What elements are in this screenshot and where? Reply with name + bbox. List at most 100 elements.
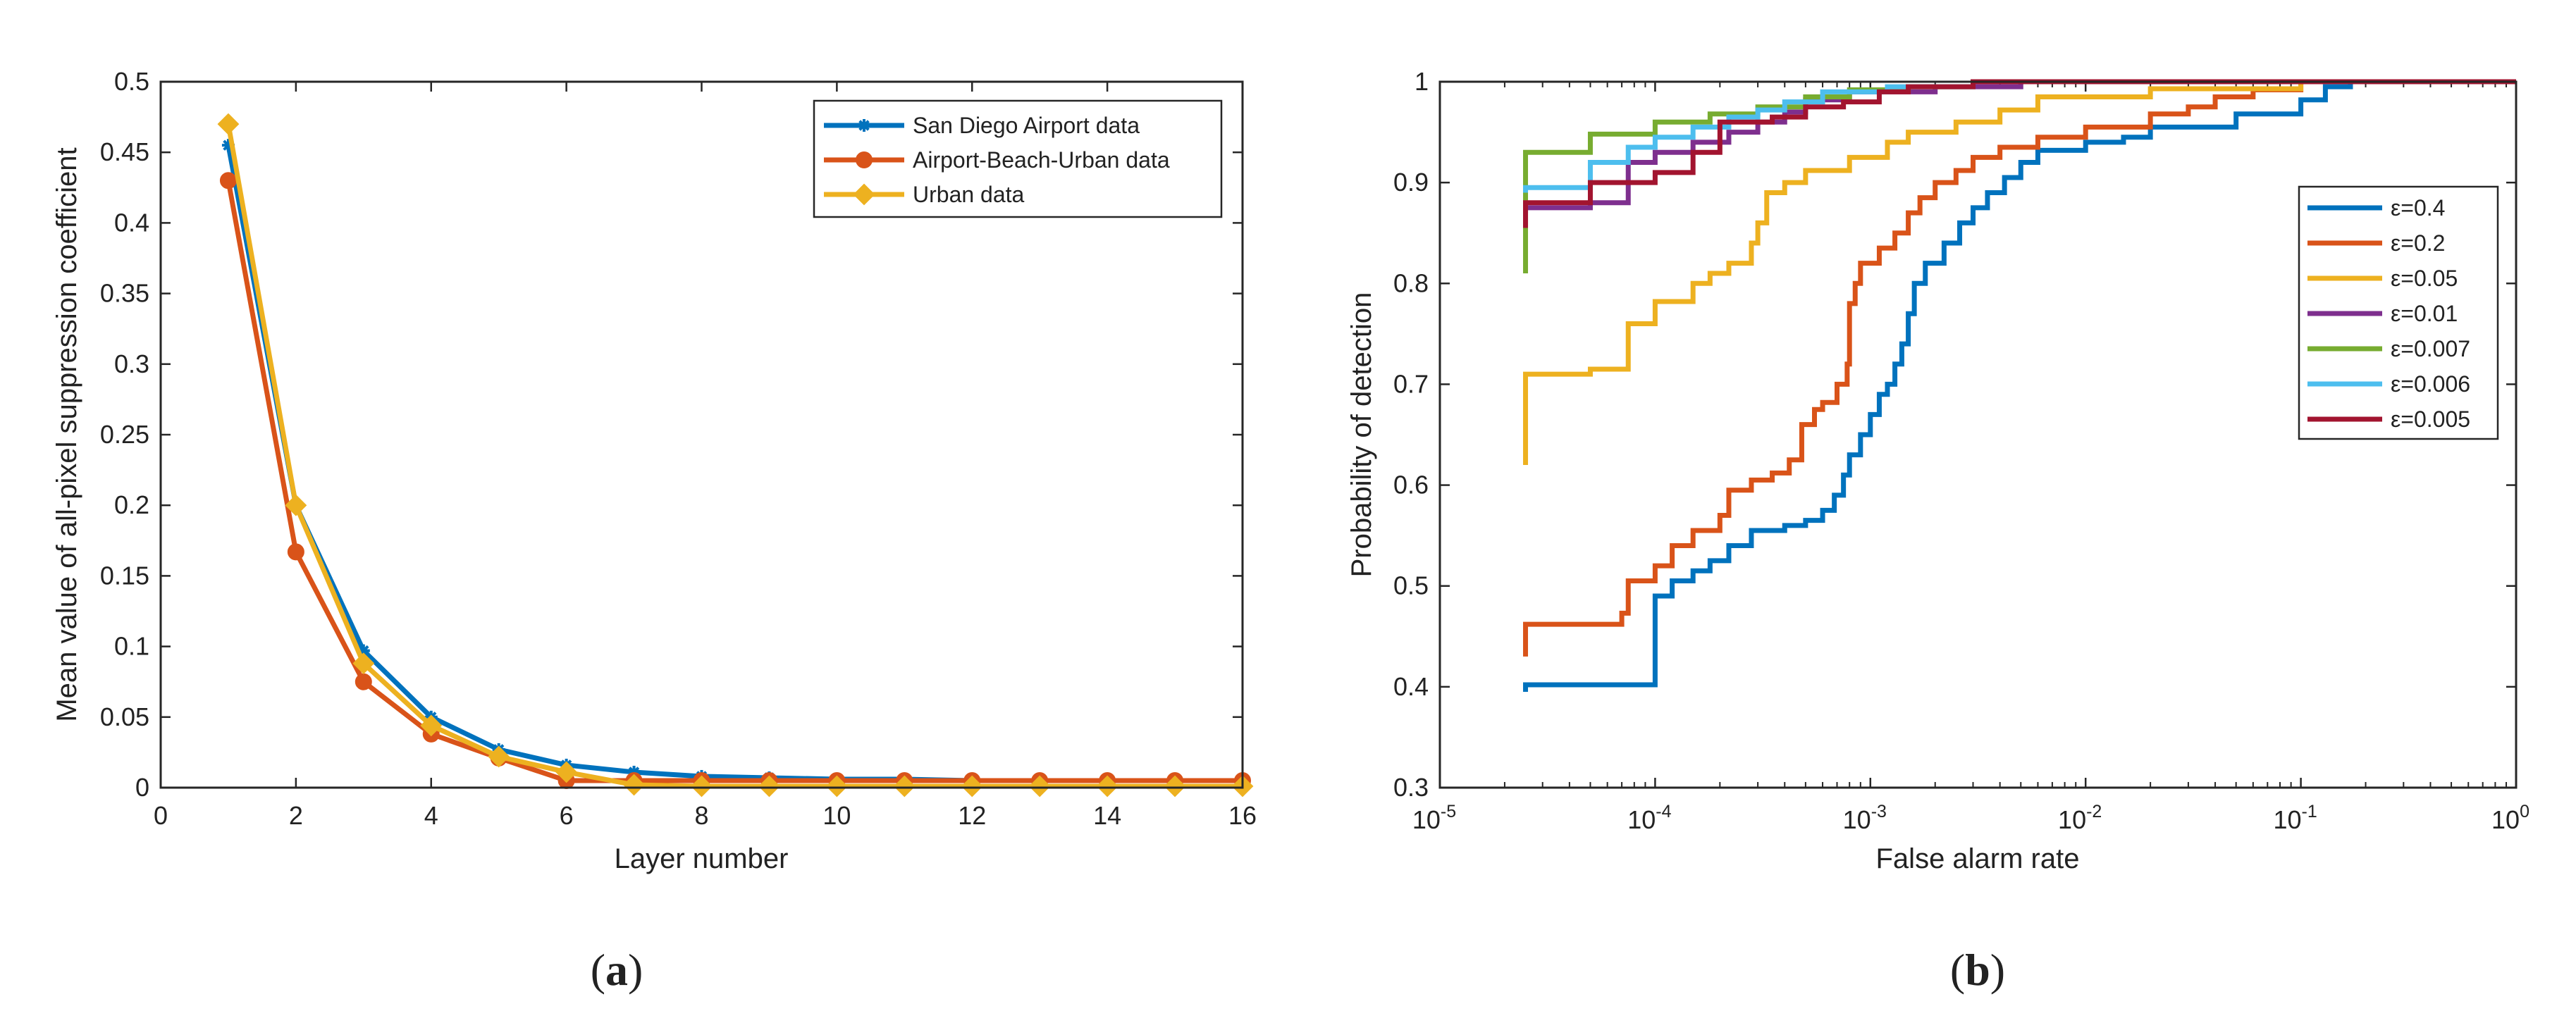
point-a-urban-data-4 bbox=[420, 714, 443, 737]
x-tick-label-b-base-5: 10 bbox=[2491, 805, 2520, 834]
point-a-urban-data-12 bbox=[961, 775, 983, 798]
x-tick-label-b-exp-5: 0 bbox=[2520, 802, 2529, 821]
y-tick-label-a-0-35: 0.35 bbox=[100, 279, 149, 308]
point-a-urban-data-1 bbox=[217, 113, 240, 135]
legend-entry-a-urban-data: Urban data bbox=[824, 182, 1025, 207]
y-tick-label-b-0-8: 0.8 bbox=[1393, 268, 1429, 297]
y-tick-label-b-1: 1 bbox=[1415, 67, 1429, 96]
legend-entry-b-5: ε=0.006 bbox=[2307, 371, 2470, 397]
point-a-urban-data-8 bbox=[691, 775, 713, 798]
legend-label-b-6: ε=0.005 bbox=[2391, 407, 2470, 432]
point-a-urban-data-13 bbox=[1028, 775, 1051, 798]
x-tick-label-a-10: 10 bbox=[822, 801, 851, 830]
x-axis-label-a: Layer number bbox=[615, 843, 789, 874]
y-tick-label-b-0-7: 0.7 bbox=[1393, 369, 1429, 398]
x-tick-label-b-exp-4: -1 bbox=[2302, 802, 2317, 821]
y-tick-label-a-0: 0 bbox=[135, 773, 149, 802]
legend-label-b-4: ε=0.007 bbox=[2391, 336, 2470, 361]
point-a-airport-beach-urban-data-3 bbox=[355, 673, 372, 690]
point-a-urban-data-9 bbox=[758, 775, 780, 798]
legend-label-b-1: ε=0.2 bbox=[2391, 230, 2445, 256]
point-a-urban-data-7 bbox=[623, 774, 645, 796]
legend-entry-b-3: ε=0.01 bbox=[2307, 301, 2458, 326]
legend-marker-a-san-diego-airport-data-stroke-3 bbox=[858, 120, 870, 131]
x-tick-label-b-0: 10-5 bbox=[1412, 802, 1456, 834]
roc-line-b-0 bbox=[1523, 79, 2516, 693]
axes-box-a bbox=[159, 80, 1244, 789]
legend-label-a-san-diego-airport-data: San Diego Airport data bbox=[913, 113, 1140, 138]
y-tick-label-a-0-4: 0.4 bbox=[114, 208, 149, 237]
y-axis-label-b: Probability of detection bbox=[1346, 292, 1377, 578]
point-a-airport-beach-urban-data-2 bbox=[287, 543, 304, 561]
legend-label-b-5: ε=0.006 bbox=[2391, 371, 2470, 397]
y-tick-label-a-0-15: 0.15 bbox=[100, 561, 149, 590]
legend-entry-b-6: ε=0.005 bbox=[2307, 407, 2470, 432]
panel-a: 0 2 4 6 8 10 12 14 16 0 0.05 0.1 0.15 0.2 0.25 0.3 0.35 0… bbox=[51, 67, 1257, 995]
point-a-urban-data-14 bbox=[1096, 775, 1118, 798]
legend-box-b bbox=[2298, 185, 2499, 440]
x-tick-label-b-2: 10-3 bbox=[1843, 802, 1887, 834]
x-axis-label-b: False alarm rate bbox=[1876, 843, 2080, 874]
y-tick-label-b-0-3: 0.3 bbox=[1393, 773, 1429, 802]
axes-box-b bbox=[1438, 80, 2518, 789]
a-series bbox=[217, 113, 1254, 798]
legend-entry-a-airport-beach-urban-data: Airport-Beach-Urban data bbox=[824, 147, 1170, 173]
x-tick-label-b-exp-0: -5 bbox=[1441, 802, 1456, 821]
y-tick-label-b-0-5: 0.5 bbox=[1393, 571, 1429, 600]
x-tick-label-a-4: 4 bbox=[424, 801, 438, 830]
y-tick-label-a-0-5: 0.5 bbox=[114, 67, 149, 96]
x-tick-label-b-exp-2: -3 bbox=[1871, 802, 1887, 821]
x-tick-label-a-6: 6 bbox=[560, 801, 574, 830]
legend-label-b-0: ε=0.4 bbox=[2391, 195, 2445, 221]
roc-line-b-3 bbox=[1523, 79, 2516, 213]
point-a-urban-data-11 bbox=[893, 775, 916, 798]
legend-entry-a-san-diego-airport-data: San Diego Airport data bbox=[824, 113, 1140, 138]
legend-label-a-urban-data: Urban data bbox=[913, 182, 1025, 207]
x-tick-label-a-14: 14 bbox=[1093, 801, 1121, 830]
legend-label-b-3: ε=0.01 bbox=[2391, 301, 2458, 326]
panel-label-b: (b) bbox=[1950, 945, 2005, 995]
y-tick-label-b-0-6: 0.6 bbox=[1393, 471, 1429, 500]
y-tick-label-a-0-25: 0.25 bbox=[100, 420, 149, 449]
x-tick-label-a-8: 8 bbox=[694, 801, 708, 830]
series-a-urban-data bbox=[217, 113, 1254, 798]
point-a-urban-data-2 bbox=[285, 494, 307, 516]
legend-entry-b-0: ε=0.4 bbox=[2307, 195, 2445, 221]
y-tick-label-b-0-9: 0.9 bbox=[1393, 168, 1429, 197]
legend-entry-b-1: ε=0.2 bbox=[2307, 230, 2445, 256]
x-tick-label-b-1: 10-4 bbox=[1627, 802, 1671, 834]
roc-line-b-6 bbox=[1523, 79, 2516, 228]
b-ticks: 10-5 10-4 10-3 10-2 10-1 1000.30.40.50.60.70.… bbox=[1393, 67, 2529, 834]
x-tick-label-b-base-3: 10 bbox=[2058, 805, 2086, 834]
x-tick-label-a-0: 0 bbox=[154, 801, 168, 830]
y-tick-label-a-0-2: 0.2 bbox=[114, 490, 149, 519]
panel-label-a-letter: a bbox=[605, 945, 628, 995]
panel-b: 10-5 10-4 10-3 10-2 10-1 1000.30.40.50.60.70.… bbox=[1346, 67, 2529, 995]
y-axis-label-a: Mean value of all-pixel suppression coef… bbox=[51, 147, 82, 721]
x-tick-label-a-16: 16 bbox=[1228, 801, 1257, 830]
y-tick-label-a-0-3: 0.3 bbox=[114, 349, 149, 378]
y-tick-label-b-0-4: 0.4 bbox=[1393, 672, 1429, 701]
line-a-airport-beach-urban-data bbox=[226, 180, 1243, 783]
legend-b: ε=0.4 ε=0.2 ε=0.05 ε=0.01 ε=0.007 ε=0.006 ε=0.… bbox=[2298, 185, 2499, 440]
x-tick-label-b-3: 10-2 bbox=[2058, 802, 2102, 834]
point-a-urban-data-5 bbox=[488, 745, 510, 768]
legend-entry-b-2: ε=0.05 bbox=[2307, 266, 2458, 291]
x-tick-label-b-base-0: 10 bbox=[1412, 805, 1441, 834]
legend-marker-a-san-diego-airport-data bbox=[858, 119, 870, 132]
b-series bbox=[1523, 79, 2516, 693]
point-a-urban-data-15 bbox=[1164, 775, 1186, 798]
legend-entry-b-4: ε=0.007 bbox=[2307, 336, 2470, 361]
point-a-urban-data-3 bbox=[352, 652, 375, 675]
x-tick-label-a-2: 2 bbox=[289, 801, 303, 830]
legend-marker-a-urban-data bbox=[853, 183, 875, 206]
roc-line-b-2 bbox=[1523, 79, 2516, 465]
point-a-urban-data-10 bbox=[825, 775, 848, 798]
legend-marker-a-airport-beach-urban-data bbox=[856, 151, 873, 168]
a-ticks: 0 2 4 6 8 10 12 14 16 0 0.05 0.1 0.15 0.2 0.25 0.3 0.35 0… bbox=[100, 67, 1257, 830]
line-a-urban-data bbox=[226, 123, 1243, 789]
x-tick-label-b-base-4: 10 bbox=[2273, 805, 2301, 834]
x-tick-label-b-4: 10-1 bbox=[2273, 802, 2317, 834]
y-tick-label-a-0-45: 0.45 bbox=[100, 137, 149, 166]
